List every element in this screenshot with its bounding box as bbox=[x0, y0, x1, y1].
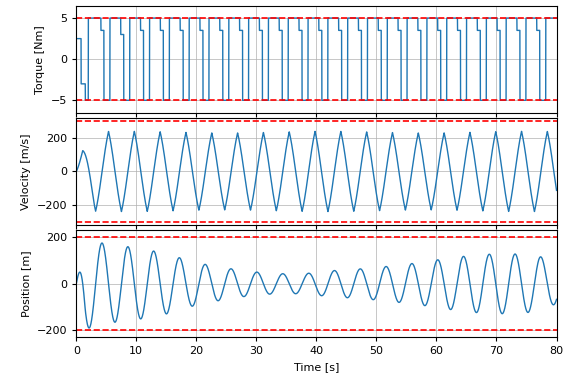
Y-axis label: Position [m]: Position [m] bbox=[21, 250, 31, 317]
Y-axis label: Torque [Nm]: Torque [Nm] bbox=[36, 25, 45, 94]
X-axis label: Time [s]: Time [s] bbox=[294, 362, 339, 372]
Y-axis label: Velocity [m/s]: Velocity [m/s] bbox=[21, 133, 31, 210]
